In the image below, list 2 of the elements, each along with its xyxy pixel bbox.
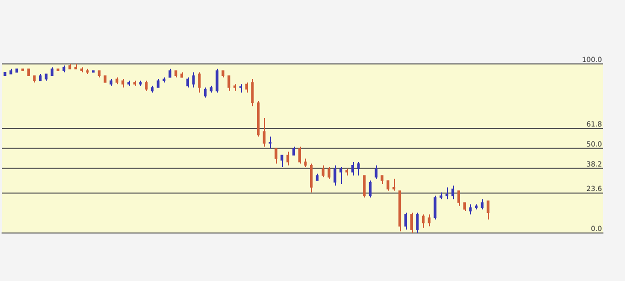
- candlestick: [104, 75, 106, 83]
- candlestick: [92, 70, 95, 73]
